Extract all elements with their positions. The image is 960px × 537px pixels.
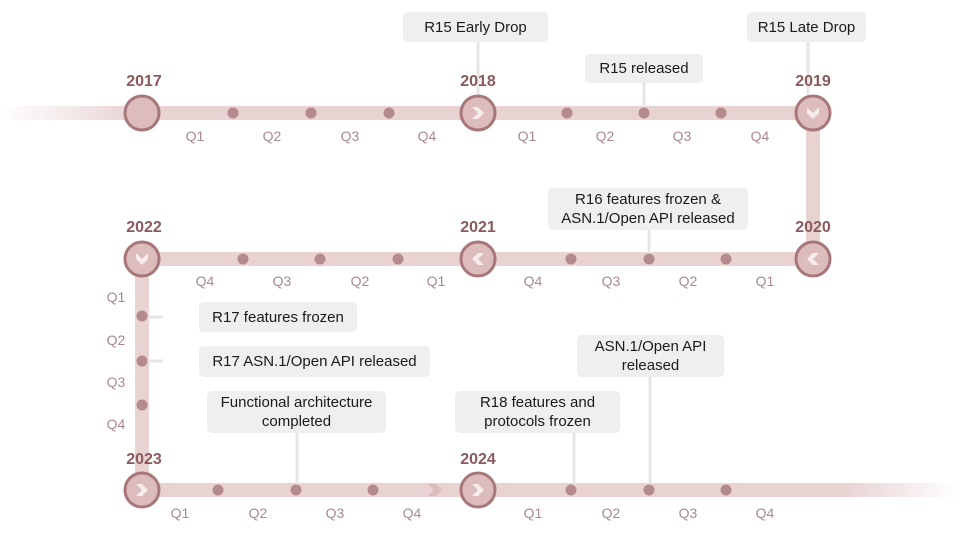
quarter-dot [290, 484, 302, 496]
chevron-down-icon [807, 107, 819, 119]
quarter-label: Q2 [596, 128, 615, 144]
quarter-label: Q1 [524, 505, 543, 521]
quarter-label: Q2 [249, 505, 268, 521]
callout-asn-open: ASN.1/Open API released [577, 335, 724, 377]
year-node-2017 [123, 94, 161, 132]
quarter-dot [565, 484, 577, 496]
quarter-label: Q3 [673, 128, 692, 144]
quarter-dot [136, 399, 148, 411]
quarter-label: Q1 [427, 273, 446, 289]
year-label-2024: 2024 [460, 451, 496, 468]
quarter-label: Q4 [524, 273, 543, 289]
quarter-dot [638, 107, 650, 119]
callout-text: R15 Late Drop [757, 18, 856, 36]
callout-text: R17 features frozen [212, 308, 344, 326]
track-arrow-icon [428, 484, 442, 496]
chevron-left-icon [472, 253, 484, 265]
quarter-label: Q4 [403, 505, 422, 521]
callout-r15-late: R15 Late Drop [747, 12, 866, 42]
quarter-label: Q4 [107, 416, 126, 432]
quarter-dot [720, 253, 732, 265]
quarter-label: Q3 [341, 128, 360, 144]
callout-r17-frozen: R17 features frozen [199, 302, 357, 332]
quarter-dot [720, 484, 732, 496]
quarter-dot [643, 253, 655, 265]
quarter-dot [565, 253, 577, 265]
quarter-label: Q2 [263, 128, 282, 144]
year-label-2020: 2020 [795, 219, 831, 236]
quarter-dot [305, 107, 317, 119]
quarter-label: Q1 [756, 273, 775, 289]
callout-r15-released: R15 released [585, 54, 703, 83]
quarter-label: Q1 [518, 128, 537, 144]
track-lead-in [0, 106, 142, 120]
quarter-label: Q4 [418, 128, 437, 144]
year-label-2017: 2017 [126, 73, 162, 90]
quarter-dot [212, 484, 224, 496]
callout-text: R15 Early Drop [424, 18, 527, 36]
chevron-right-icon [472, 484, 484, 496]
quarter-label: Q2 [351, 273, 370, 289]
quarter-dot [383, 107, 395, 119]
quarter-label: Q4 [756, 505, 775, 521]
quarter-dot [237, 253, 249, 265]
year-label-2023: 2023 [126, 451, 162, 468]
callout-text: R17 ASN.1/Open API released [212, 353, 417, 370]
quarter-dot [136, 310, 148, 322]
quarter-dot [367, 484, 379, 496]
callout-text: R16 features frozen & ASN.1/Open API rel… [561, 191, 735, 227]
quarter-label: Q1 [171, 505, 190, 521]
quarter-dot [136, 355, 148, 367]
year-label-2022: 2022 [126, 219, 162, 236]
chevron-down-icon [136, 253, 148, 265]
quarter-dot [561, 107, 573, 119]
quarter-label: Q4 [751, 128, 770, 144]
quarter-label: Q2 [679, 273, 698, 289]
quarter-label: Q3 [326, 505, 345, 521]
year-label-2018: 2018 [460, 73, 496, 90]
quarter-label: Q3 [273, 273, 292, 289]
callout-text: Functional architecture completed [220, 394, 373, 430]
quarter-label: Q4 [196, 273, 215, 289]
callout-text: R15 released [599, 60, 689, 77]
chevron-left-icon [807, 253, 819, 265]
callout-r17-asn: R17 ASN.1/Open API released [199, 346, 430, 377]
quarter-dot [715, 107, 727, 119]
track-2019-2020 [806, 113, 820, 259]
callout-r15-early: R15 Early Drop [403, 12, 548, 42]
callout-r16: R16 features frozen & ASN.1/Open API rel… [548, 188, 748, 230]
quarter-label: Q3 [107, 374, 126, 390]
callout-func-arch: Functional architecture completed [207, 391, 386, 433]
callout-text: R18 features and protocols frozen [479, 394, 596, 430]
callout-r18-frozen: R18 features and protocols frozen [455, 391, 620, 433]
quarter-label: Q3 [602, 273, 621, 289]
quarter-label: Q1 [186, 128, 205, 144]
quarter-label: Q2 [602, 505, 621, 521]
quarter-dot [314, 253, 326, 265]
quarter-dot [227, 107, 239, 119]
quarter-label: Q2 [107, 332, 126, 348]
quarter-label: Q1 [107, 289, 126, 305]
chevron-right-icon [472, 107, 484, 119]
quarter-dot [392, 253, 404, 265]
track-lead-out [840, 483, 960, 497]
callout-text: ASN.1/Open API released [594, 338, 707, 374]
year-label-2019: 2019 [795, 73, 831, 90]
quarter-dot [643, 484, 655, 496]
chevron-right-icon [136, 484, 148, 496]
year-label-2021: 2021 [460, 219, 496, 236]
quarter-label: Q3 [679, 505, 698, 521]
